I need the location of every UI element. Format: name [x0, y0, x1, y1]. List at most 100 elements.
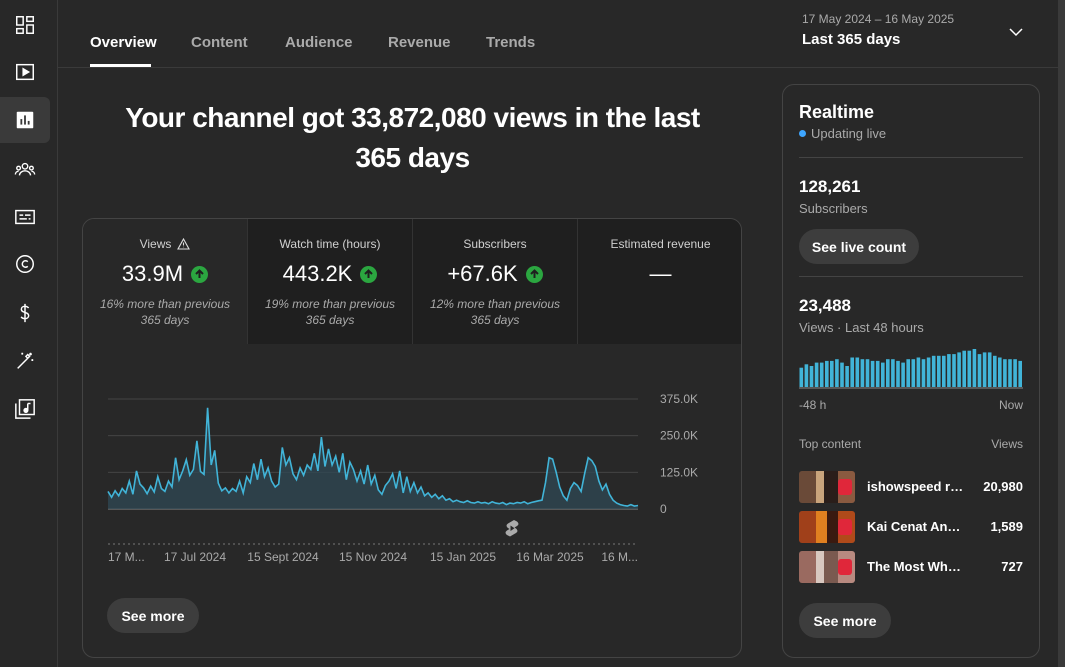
realtime-bar[interactable]	[896, 360, 900, 387]
tab-trends[interactable]: Trends	[486, 34, 536, 51]
realtime-views-label: Views · Last 48 hours	[799, 320, 924, 335]
live-dot-icon	[799, 130, 806, 137]
copyright-icon	[16, 255, 34, 273]
realtime-bar[interactable]	[819, 362, 824, 387]
realtime-bar[interactable]	[804, 364, 809, 387]
top-content-views: 20,980	[983, 479, 1023, 494]
realtime-bar[interactable]	[881, 362, 885, 387]
realtime-bar[interactable]	[870, 360, 875, 387]
warning-icon[interactable]	[177, 238, 191, 250]
realtime-bar[interactable]	[1008, 359, 1012, 387]
shorts-icon[interactable]	[505, 520, 519, 537]
realtime-card: Realtime Updating live 128,261 Subscribe…	[782, 84, 1040, 658]
tab-audience[interactable]: Audience	[285, 34, 353, 51]
realtime-bar[interactable]	[998, 357, 1002, 388]
realtime-bar[interactable]	[937, 355, 941, 387]
realtime-bar[interactable]	[957, 352, 961, 387]
rail-subtitles[interactable]	[0, 194, 50, 240]
rail-customization[interactable]	[0, 338, 50, 384]
realtime-bar[interactable]	[911, 359, 916, 387]
trend-up-icon	[360, 265, 378, 283]
chevron-down-icon[interactable]	[1008, 24, 1024, 40]
views-series-line[interactable]	[107, 407, 639, 507]
x-tick-label: 15 Jan 2025	[430, 550, 496, 564]
see-more-button[interactable]: See more	[107, 598, 199, 633]
rail-community[interactable]	[0, 146, 50, 192]
realtime-bar-chart[interactable]	[799, 347, 1023, 389]
see-live-count-button[interactable]: See live count	[799, 229, 919, 264]
realtime-bar[interactable]	[967, 350, 972, 387]
realtime-bar[interactable]	[962, 350, 966, 387]
realtime-bar[interactable]	[1013, 359, 1017, 387]
realtime-bar[interactable]	[931, 355, 936, 387]
metric-watch-time[interactable]: Watch time (hours) 443.2K 19% more than …	[248, 219, 413, 344]
realtime-bar[interactable]	[814, 362, 819, 387]
rail-earn[interactable]	[0, 290, 50, 336]
realtime-bar[interactable]	[835, 359, 839, 387]
realtime-bar[interactable]	[901, 362, 905, 387]
realtime-bar[interactable]	[942, 355, 946, 387]
metric-tabs: Views 33.9M 16% more than previous 365 d…	[83, 219, 741, 344]
realtime-bar[interactable]	[921, 359, 926, 387]
rail-audio-library[interactable]	[0, 386, 50, 432]
tab-revenue[interactable]: Revenue	[388, 34, 451, 51]
live-status: Updating live	[799, 126, 886, 141]
realtime-bar[interactable]	[830, 360, 834, 387]
realtime-bar[interactable]	[891, 359, 895, 387]
realtime-title: Realtime	[799, 102, 875, 122]
trend-up-icon	[525, 265, 543, 283]
realtime-bar[interactable]	[865, 359, 870, 387]
metric-value: —	[649, 261, 672, 286]
realtime-bar[interactable]	[845, 366, 849, 387]
realtime-axis-start: -48 h	[799, 398, 827, 412]
realtime-bar[interactable]	[855, 357, 860, 388]
views-chart[interactable]: 375.0K 250.0K 125.0K 0 17 M... 17 Jul 2024 15 …	[103, 387, 723, 587]
metric-revenue[interactable]: Estimated revenue —	[578, 219, 741, 344]
top-content-item[interactable]: Kai Cenat And ... 1,589	[799, 511, 1023, 543]
realtime-bar[interactable]	[1003, 359, 1007, 387]
rail-analytics[interactable]	[0, 97, 50, 143]
rail-content[interactable]	[0, 49, 50, 95]
live-status-text: Updating live	[811, 126, 887, 141]
realtime-bar[interactable]	[825, 360, 829, 387]
realtime-bar[interactable]	[977, 354, 982, 387]
page-scrollbar[interactable]	[1058, 0, 1065, 667]
realtime-bar[interactable]	[906, 359, 910, 387]
realtime-bar[interactable]	[799, 367, 804, 387]
top-content-views: 727	[1001, 559, 1023, 574]
realtime-bar[interactable]	[1018, 360, 1022, 387]
realtime-bar[interactable]	[850, 357, 854, 388]
rail-copyright[interactable]	[0, 241, 50, 287]
realtime-bar[interactable]	[993, 355, 997, 387]
x-tick-label: 16 Mar 2025	[516, 550, 584, 564]
realtime-bar[interactable]	[809, 366, 814, 387]
metric-subscribers[interactable]: Subscribers +67.6K 12% more than previou…	[413, 219, 578, 344]
realtime-bar[interactable]	[840, 362, 844, 387]
realtime-bar[interactable]	[875, 360, 880, 387]
rail-dashboard[interactable]	[0, 2, 50, 48]
top-content-header: Top content	[799, 437, 862, 451]
metric-subscribers-value-row: +67.6K	[413, 260, 577, 288]
realtime-bar[interactable]	[860, 359, 865, 387]
realtime-bar[interactable]	[916, 357, 921, 388]
realtime-bar[interactable]	[926, 357, 931, 388]
realtime-bar[interactable]	[947, 354, 951, 387]
realtime-bar[interactable]	[886, 359, 890, 387]
date-range-picker[interactable]: 17 May 2024 – 16 May 2025 Last 365 days	[802, 12, 954, 48]
video-thumbnail	[799, 471, 855, 503]
metric-comparison: 16% more than previous 365 days	[99, 297, 231, 327]
realtime-bar[interactable]	[972, 349, 977, 387]
tab-content[interactable]: Content	[191, 34, 248, 51]
metric-label: Estimated revenue	[610, 237, 711, 251]
metric-views[interactable]: Views 33.9M 16% more than previous 365 d…	[83, 219, 248, 344]
top-content-views: 1,589	[990, 519, 1023, 534]
realtime-bar[interactable]	[982, 352, 987, 387]
metric-value: +67.6K	[447, 261, 518, 286]
tab-overview[interactable]: Overview	[90, 34, 157, 51]
realtime-bar[interactable]	[952, 354, 956, 387]
top-content-item[interactable]: ishowspeed re... 20,980	[799, 471, 1023, 503]
top-content-see-more-button[interactable]: See more	[799, 603, 891, 638]
top-content-item[interactable]: The Most Wholes... 727	[799, 551, 1023, 583]
subtitles-icon	[15, 209, 35, 225]
realtime-bar[interactable]	[987, 352, 992, 387]
